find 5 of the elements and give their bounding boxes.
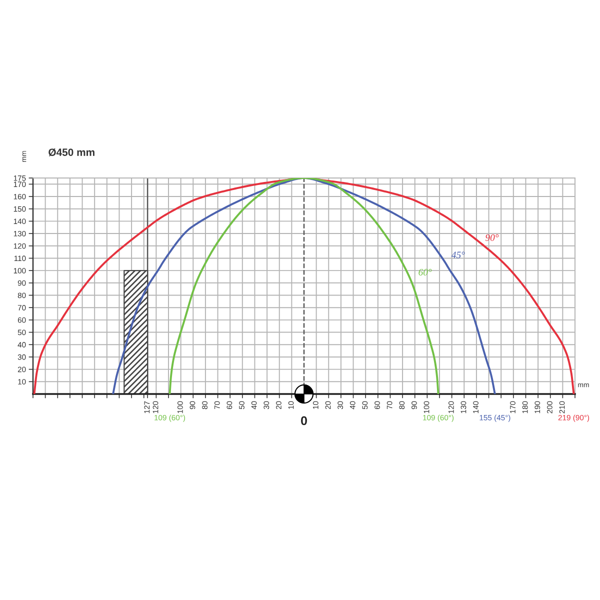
series-label: 45° [451,252,465,258]
chart-title: Ø450 mm [48,148,94,156]
series-label: 90° [485,234,499,241]
annotation: 0 [301,416,307,426]
series-label: 60° [418,268,432,276]
